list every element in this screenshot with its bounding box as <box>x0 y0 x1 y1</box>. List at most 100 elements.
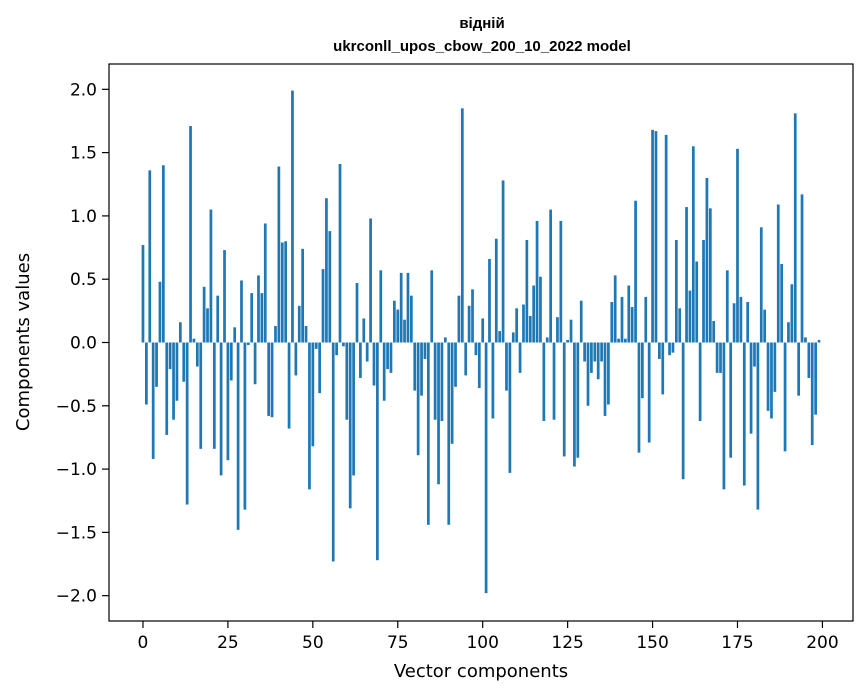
bar-54 <box>325 198 328 343</box>
bar-22 <box>216 295 220 343</box>
bar-15 <box>192 338 196 343</box>
bar-77 <box>403 319 406 343</box>
bar-139 <box>613 275 617 343</box>
bar-60 <box>345 342 349 420</box>
bar-187 <box>776 204 780 343</box>
bar-157 <box>674 239 678 343</box>
bar-5 <box>158 281 162 343</box>
bar-145 <box>634 200 637 343</box>
bar-16 <box>195 342 199 367</box>
bar-181 <box>756 342 760 510</box>
bar-107 <box>505 342 508 391</box>
bar-129 <box>579 300 583 343</box>
bar-82 <box>420 342 423 396</box>
bar-8 <box>168 342 172 370</box>
bar-50 <box>311 342 315 447</box>
bar-18 <box>202 286 206 343</box>
bar-73 <box>389 342 393 373</box>
bar-11 <box>178 322 182 343</box>
bar-74 <box>393 300 396 343</box>
bar-36 <box>263 223 267 343</box>
chart-subtitle: ukrconll_upos_cbow_200_10_2022 model <box>333 38 631 55</box>
bar-83 <box>423 342 427 359</box>
bar-125 <box>566 339 569 343</box>
x-tick-label-150: 150 <box>636 633 668 653</box>
bar-14 <box>189 126 192 343</box>
bar-195 <box>804 337 807 343</box>
x-tick-label-175: 175 <box>721 633 753 653</box>
bar-173 <box>729 342 733 458</box>
bar-172 <box>725 270 729 343</box>
bar-97 <box>471 289 474 343</box>
bar-87 <box>437 342 440 485</box>
bar-118 <box>542 342 546 421</box>
plot-frame <box>108 63 854 622</box>
bar-159 <box>681 342 685 480</box>
bar-10 <box>175 342 179 401</box>
x-tick-label-0: 0 <box>138 633 149 653</box>
bar-165 <box>702 239 705 343</box>
bar-164 <box>698 342 702 421</box>
bar-29 <box>240 280 243 343</box>
bar-168 <box>712 320 716 343</box>
bar-98 <box>474 342 478 356</box>
bar-108 <box>508 342 512 473</box>
bar-63 <box>355 283 359 343</box>
bar-153 <box>661 342 665 395</box>
bar-72 <box>386 342 389 370</box>
bar-132 <box>590 342 593 373</box>
bar-128 <box>576 342 580 458</box>
bar-178 <box>746 301 750 343</box>
bar-127 <box>573 342 576 467</box>
bar-84 <box>426 342 430 525</box>
bar-26 <box>229 342 233 381</box>
x-axis-ticks: 0 25 50 75 100 125 150 175 200 <box>138 621 839 653</box>
y-tick-label-8: 2.0 <box>70 80 97 100</box>
bar-64 <box>359 342 362 378</box>
bar-171 <box>722 342 726 490</box>
y-tick-label-3: −0.5 <box>56 397 97 417</box>
x-tick-label-25: 25 <box>217 633 239 653</box>
bar-144 <box>630 307 634 343</box>
bar-93 <box>457 295 461 343</box>
bar-138 <box>610 301 614 343</box>
bar-2 <box>148 170 152 343</box>
x-tick-label-100: 100 <box>466 633 498 653</box>
bar-47 <box>301 248 304 343</box>
bar-103 <box>491 342 495 419</box>
bar-143 <box>627 285 631 343</box>
x-axis-label: Vector components <box>394 661 568 682</box>
bar-65 <box>362 318 366 343</box>
bar-116 <box>535 220 539 343</box>
bar-105 <box>498 331 502 343</box>
y-tick-label-4: 0.0 <box>70 334 97 354</box>
bar-199 <box>817 339 821 343</box>
bar-122 <box>556 317 559 343</box>
bar-170 <box>719 342 722 373</box>
bar-1 <box>145 342 148 405</box>
bar-179 <box>749 342 753 434</box>
bar-183 <box>763 309 767 343</box>
bar-28 <box>236 342 240 530</box>
bar-85 <box>430 270 434 343</box>
bar-79 <box>410 295 413 343</box>
bar-53 <box>321 269 325 343</box>
bar-43 <box>287 342 291 429</box>
bar-66 <box>365 342 369 362</box>
bar-6 <box>162 165 165 343</box>
bar-174 <box>732 303 736 343</box>
bar-162 <box>691 146 695 343</box>
bar-46 <box>297 305 301 343</box>
bar-57 <box>335 342 338 356</box>
bar-80 <box>413 342 417 391</box>
y-axis-label: Components values <box>13 253 34 431</box>
bar-149 <box>647 342 651 443</box>
bar-111 <box>518 342 522 373</box>
bar-56 <box>331 342 335 562</box>
bar-123 <box>559 220 563 343</box>
bar-40 <box>277 166 281 343</box>
bar-160 <box>685 207 688 343</box>
bar-109 <box>511 332 515 343</box>
bar-33 <box>253 342 257 385</box>
bar-185 <box>770 342 773 419</box>
